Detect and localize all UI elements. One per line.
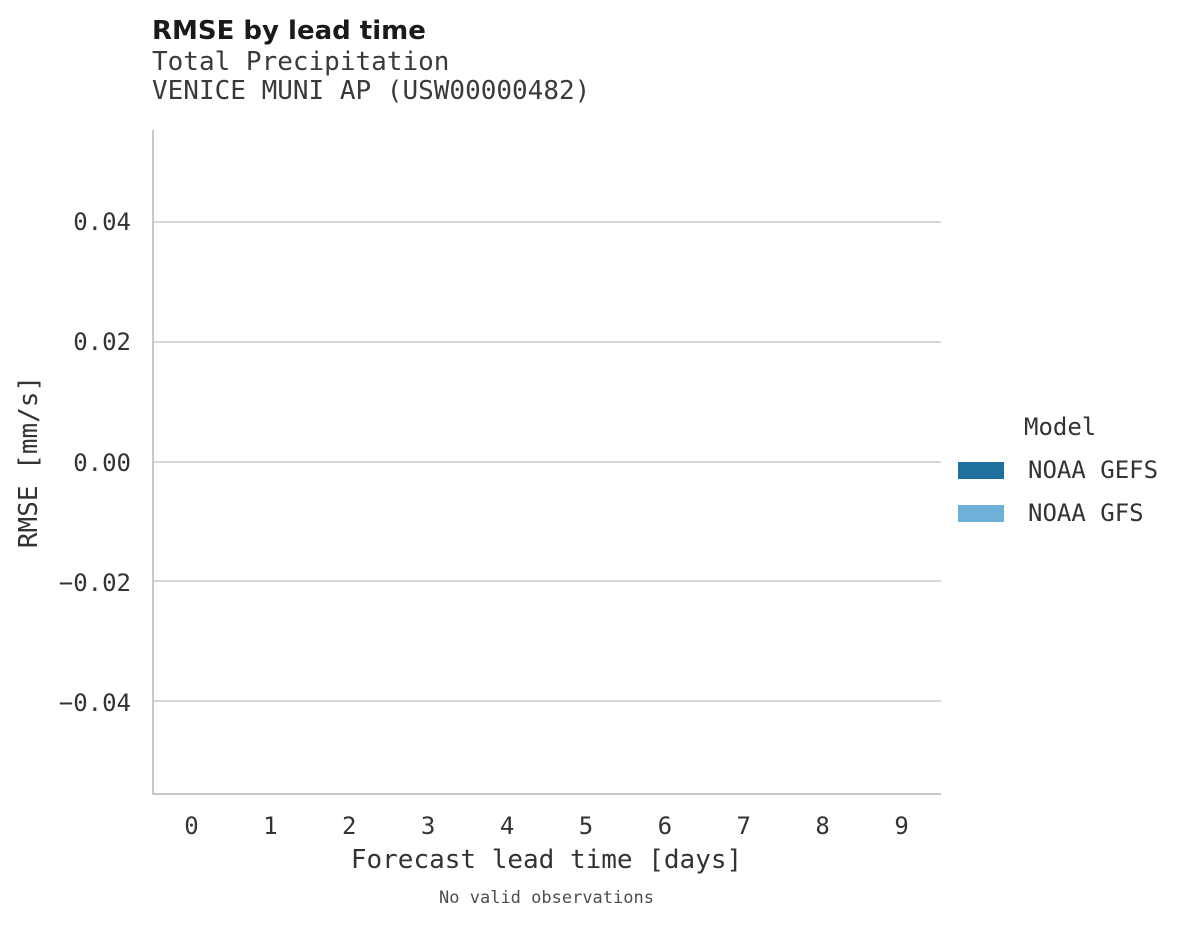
x-tick-label: 0 bbox=[184, 812, 199, 840]
gridline bbox=[154, 460, 941, 463]
legend-title: Model bbox=[1024, 413, 1097, 441]
chart-title: RMSE by lead time bbox=[152, 16, 426, 46]
y-axis-label: RMSE [mm/s] bbox=[14, 375, 44, 549]
legend-entries: NOAA GEFS NOAA GFS bbox=[958, 456, 1158, 527]
y-tick-label: −0.02 bbox=[58, 568, 131, 597]
gridlines bbox=[154, 130, 941, 793]
y-tick-label: 0.04 bbox=[73, 207, 131, 236]
legend-swatch-noaa-gefs bbox=[958, 461, 1004, 479]
chart-subtitle: Total Precipitation bbox=[152, 47, 450, 77]
legend-swatch-noaa-gfs bbox=[958, 504, 1004, 522]
x-tick-label: 7 bbox=[736, 812, 751, 840]
y-tick-label: 0.02 bbox=[73, 328, 131, 357]
legend-entry: NOAA GFS bbox=[958, 499, 1158, 527]
plot-area bbox=[152, 130, 941, 795]
gridline bbox=[154, 340, 941, 343]
x-axis-label: Forecast lead time [days] bbox=[350, 845, 743, 875]
legend: Model NOAA GEFS NOAA GFS bbox=[958, 413, 1158, 527]
x-tick-labels: 0 1 2 3 4 5 6 7 8 9 bbox=[152, 812, 941, 840]
y-tick-label: 0.00 bbox=[73, 448, 131, 477]
x-tick-label: 8 bbox=[815, 812, 830, 840]
x-tick-label: 1 bbox=[263, 812, 278, 840]
x-tick-label: 6 bbox=[657, 812, 673, 840]
y-tick-labels: 0.04 0.02 0.00 −0.02 −0.04 bbox=[0, 130, 131, 795]
x-tick-label: 5 bbox=[578, 812, 594, 840]
chart-station: VENICE MUNI AP (USW00000482) bbox=[152, 76, 591, 106]
x-tick-label: 9 bbox=[894, 812, 909, 840]
gridline bbox=[154, 700, 941, 703]
y-tick-label: −0.04 bbox=[58, 689, 131, 717]
x-tick-label: 4 bbox=[499, 812, 515, 840]
legend-label: NOAA GEFS bbox=[1028, 456, 1159, 484]
gridline bbox=[154, 220, 941, 223]
footnote: No valid observations bbox=[439, 888, 654, 908]
legend-label: NOAA GFS bbox=[1028, 499, 1144, 527]
legend-entry: NOAA GEFS bbox=[958, 456, 1158, 484]
x-tick-label: 2 bbox=[342, 812, 357, 840]
chart-header: RMSE by lead time Total Precipitation VE… bbox=[152, 14, 590, 106]
x-tick-label: 3 bbox=[420, 812, 436, 840]
gridline bbox=[154, 580, 941, 583]
